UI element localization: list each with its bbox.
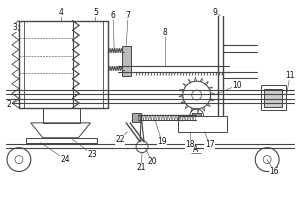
Text: 22: 22 — [116, 135, 125, 144]
Bar — [122, 46, 131, 76]
Text: 4: 4 — [58, 8, 63, 17]
Bar — [264, 89, 282, 107]
Bar — [132, 113, 141, 122]
Text: 9: 9 — [212, 8, 217, 17]
Bar — [192, 113, 201, 122]
Text: 11: 11 — [285, 71, 295, 80]
Text: 10: 10 — [232, 81, 242, 90]
Text: 21: 21 — [136, 163, 146, 172]
Text: 5: 5 — [93, 8, 98, 17]
Bar — [178, 116, 227, 132]
Text: 3: 3 — [13, 23, 17, 32]
Text: 7: 7 — [126, 11, 130, 20]
Text: 8: 8 — [163, 28, 167, 37]
Bar — [26, 138, 98, 143]
Text: 16: 16 — [269, 167, 279, 176]
Text: 17: 17 — [205, 140, 214, 149]
Bar — [43, 108, 80, 123]
Text: 24: 24 — [61, 155, 70, 164]
Text: 20: 20 — [147, 157, 157, 166]
Bar — [261, 85, 286, 110]
Text: 19: 19 — [157, 137, 167, 146]
Text: A: A — [193, 145, 198, 154]
Text: 2: 2 — [7, 100, 11, 109]
Text: 6: 6 — [111, 11, 116, 20]
Text: 18: 18 — [185, 140, 194, 149]
Text: 23: 23 — [88, 150, 97, 159]
